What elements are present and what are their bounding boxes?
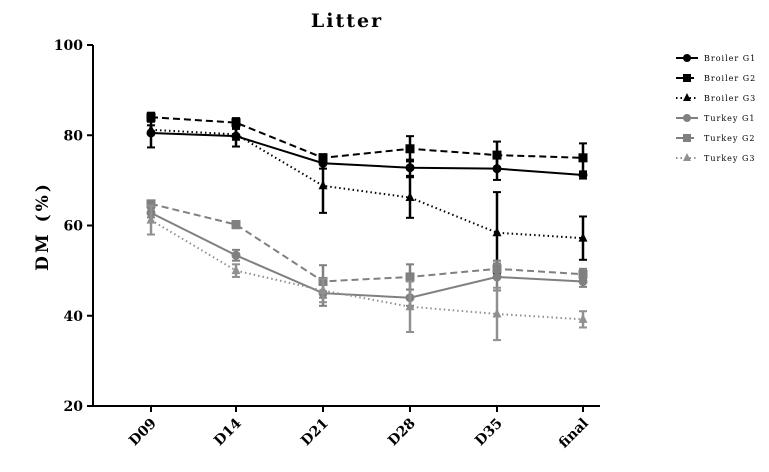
legend-marker [683,93,691,101]
legend-label: Turkey G3 [704,154,755,163]
data-point [318,180,328,190]
series-line [150,219,584,321]
series-turkey-g2 [146,199,588,299]
legend-entry: Broiler G3 [676,93,756,103]
x-tick-label: D09 [126,416,160,450]
legend: Broiler G1 Broiler G2 Broiler G3 Turkey G1 T… [676,54,756,163]
y-tick-label: 100 [54,38,83,54]
legend-label: Turkey G2 [704,134,755,143]
legend-entry: Broiler G1 [676,54,756,63]
legend-entry: Turkey G2 [676,134,755,143]
y-tick-label: 80 [64,128,84,144]
data-point [578,153,588,163]
data-point [146,199,156,209]
y-tick-label: 40 [64,309,84,325]
data-point [405,272,415,282]
series-line [150,131,584,176]
x-tick-label: D21 [298,416,332,450]
x-tick-label: final [556,416,592,452]
data-point [578,269,588,279]
legend-label: Broiler G1 [704,54,756,63]
data-point [146,214,156,224]
series-turkey-g3 [146,204,588,342]
data-point [231,128,241,138]
chart-title: Litter [311,10,383,32]
legend-label: Turkey G1 [704,114,755,123]
series-line [150,211,584,299]
legend-entry: Broiler G2 [676,74,756,83]
data-point [405,163,415,173]
legend-label: Broiler G2 [704,74,756,83]
y-tick-label: 60 [64,219,84,235]
data-point [405,301,415,311]
data-point [146,124,156,134]
series-line [150,128,584,240]
legend-label: Broiler G3 [704,94,756,103]
y-tick-label: 20 [64,399,84,415]
y-axis-label: DM (%) [33,181,53,271]
data-point [146,112,156,122]
x-tick-label: D28 [385,416,419,450]
data-point [405,192,415,202]
series-broiler-g1 [146,117,588,181]
data-point [492,227,502,237]
series-line [150,202,584,283]
series-turkey-g1 [146,207,588,307]
x-tick-label: D35 [472,416,506,450]
legend-marker [683,134,691,142]
x-tick-label: D14 [211,415,245,449]
data-point [492,308,502,318]
data-point [492,150,502,160]
legend-marker [683,153,691,161]
series-broiler-g2 [146,111,588,174]
data-point [231,118,241,128]
legend-marker [683,114,691,122]
series-line [150,116,584,159]
data-point [231,250,241,260]
series-broiler-g3 [146,124,588,275]
legend-entry: Turkey G3 [676,153,755,163]
axes: 20 40 60 80 100 D09 D14 D21 D28 D35 final [54,38,600,451]
data-point [492,264,502,274]
legend-entry: Turkey G1 [676,114,755,123]
legend-marker [683,54,691,62]
data-point [318,284,328,294]
data-point [578,232,588,242]
data-point [231,265,241,275]
legend-marker [683,74,691,82]
data-point [405,144,415,154]
data-point [231,220,241,230]
plot-area [146,111,588,342]
data-point [578,313,588,323]
